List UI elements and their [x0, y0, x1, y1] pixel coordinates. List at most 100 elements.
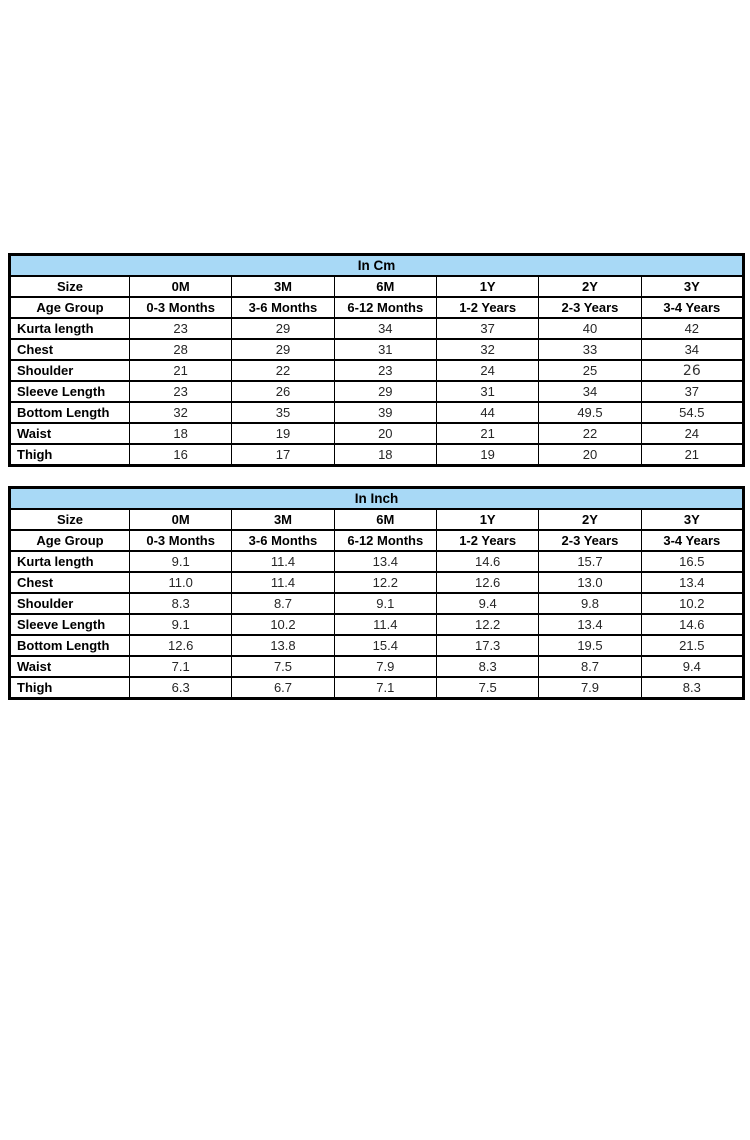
- column-header: 2-3 Years: [538, 296, 642, 319]
- value-cell: 17: [231, 443, 335, 467]
- value-cell: 14.6: [640, 613, 745, 636]
- table-row: Chest 11.0 11.4 12.2 12.6 13.0 13.4: [9, 571, 745, 594]
- value-cell: 8.3: [128, 592, 233, 615]
- value-cell: 9.1: [128, 550, 233, 573]
- value-cell: 15.4: [333, 634, 437, 657]
- value-cell: 8.7: [231, 592, 335, 615]
- value-cell: 29: [231, 317, 335, 340]
- age-group-row: Age Group 0-3 Months 3-6 Months 6-12 Months…: [9, 296, 745, 319]
- value-cell: 29: [333, 380, 437, 403]
- value-cell: 29: [231, 338, 335, 361]
- value-cell: 9.1: [333, 592, 437, 615]
- column-header: 3-4 Years: [640, 529, 745, 552]
- value-cell: 13.4: [640, 571, 745, 594]
- value-cell: 44: [435, 401, 540, 424]
- row-label: Waist: [9, 422, 130, 445]
- value-cell: 7.5: [435, 676, 540, 700]
- value-cell: 20: [333, 422, 437, 445]
- column-header: 2Y: [538, 275, 642, 298]
- value-cell: 16.5: [640, 550, 745, 573]
- column-header: 3-6 Months: [231, 296, 335, 319]
- value-cell: 22: [231, 359, 335, 382]
- value-cell: 13.4: [538, 613, 642, 636]
- size-table-in-inch: In Inch Size 0M 3M 6M 1Y 2Y 3Y Age Group 0-3 Mont…: [8, 486, 745, 700]
- column-header: 3-6 Months: [231, 529, 335, 552]
- value-cell: 23: [128, 380, 233, 403]
- row-label: Chest: [9, 338, 130, 361]
- value-cell: 26: [640, 359, 745, 382]
- column-header: 6-12 Months: [333, 296, 437, 319]
- table-row: Shoulder 21 22 23 24 25 26: [9, 359, 745, 382]
- value-cell: 13.4: [333, 550, 437, 573]
- value-cell: 40: [538, 317, 642, 340]
- table-row: Sleeve Length 9.1 10.2 11.4 12.2 13.4 14.6: [9, 613, 745, 636]
- value-cell: 9.4: [640, 655, 745, 678]
- value-cell: 10.2: [231, 613, 335, 636]
- value-cell: 12.2: [333, 571, 437, 594]
- value-cell: 20: [538, 443, 642, 467]
- column-header: 3Y: [640, 275, 745, 298]
- value-cell: 16: [128, 443, 233, 467]
- row-label: Kurta length: [9, 317, 130, 340]
- column-header: 3M: [231, 508, 335, 531]
- column-header: 1-2 Years: [435, 529, 540, 552]
- value-cell: 35: [231, 401, 335, 424]
- row-label: Sleeve Length: [9, 613, 130, 636]
- row-label: Waist: [9, 655, 130, 678]
- column-header: 0M: [128, 275, 233, 298]
- size-header-row: Size 0M 3M 6M 1Y 2Y 3Y: [9, 508, 745, 531]
- value-cell: 14.6: [435, 550, 540, 573]
- column-header: 0M: [128, 508, 233, 531]
- table-row: Thigh 16 17 18 19 20 21: [9, 443, 745, 467]
- table-title: In Cm: [9, 253, 744, 277]
- table-row: Shoulder 8.3 8.7 9.1 9.4 9.8 10.2: [9, 592, 745, 615]
- value-cell: 23: [128, 317, 233, 340]
- value-cell: 34: [333, 317, 437, 340]
- value-cell: 25: [538, 359, 642, 382]
- value-cell: 11.4: [231, 550, 335, 573]
- column-header: 1-2 Years: [435, 296, 540, 319]
- value-cell: 23: [333, 359, 437, 382]
- column-header: 0-3 Months: [128, 529, 233, 552]
- table-row: Bottom Length 32 35 39 44 49.5 54.5: [9, 401, 745, 424]
- value-cell: 39: [333, 401, 437, 424]
- value-cell: 21.5: [640, 634, 745, 657]
- value-cell: 6.7: [231, 676, 335, 700]
- value-cell: 21: [435, 422, 540, 445]
- column-header: 1Y: [435, 275, 540, 298]
- table-row: Thigh 6.3 6.7 7.1 7.5 7.9 8.3: [9, 676, 745, 700]
- row-label: Thigh: [9, 443, 130, 467]
- row-label: Bottom Length: [9, 634, 130, 657]
- value-cell: 18: [128, 422, 233, 445]
- table-row: Bottom Length 12.6 13.8 15.4 17.3 19.5 21.5: [9, 634, 745, 657]
- value-cell: 13.0: [538, 571, 642, 594]
- column-header: 6M: [333, 508, 437, 531]
- column-header: 0-3 Months: [128, 296, 233, 319]
- value-cell: 8.3: [640, 676, 745, 700]
- value-cell: 11.0: [128, 571, 233, 594]
- value-cell: 7.9: [538, 676, 642, 700]
- value-cell: 12.2: [435, 613, 540, 636]
- value-cell: 9.8: [538, 592, 642, 615]
- value-cell: 18: [333, 443, 437, 467]
- column-header: 2Y: [538, 508, 642, 531]
- size-charts: In Cm Size 0M 3M 6M 1Y 2Y 3Y Age Group 0-3 Months…: [8, 253, 745, 719]
- value-cell: 42: [640, 317, 745, 340]
- table-row: Kurta length 23 29 34 37 40 42: [9, 317, 745, 340]
- row-label: Thigh: [9, 676, 130, 700]
- value-cell: 12.6: [435, 571, 540, 594]
- value-cell: 31: [435, 380, 540, 403]
- column-header: 1Y: [435, 508, 540, 531]
- table-row: Kurta length 9.1 11.4 13.4 14.6 15.7 16.5: [9, 550, 745, 573]
- table-title-row: In Cm: [9, 253, 744, 277]
- value-cell: 24: [435, 359, 540, 382]
- value-cell: 13.8: [231, 634, 335, 657]
- value-cell: 34: [640, 338, 745, 361]
- value-cell: 7.9: [333, 655, 437, 678]
- value-cell: 37: [640, 380, 745, 403]
- table-title: In Inch: [9, 486, 744, 510]
- value-cell: 17.3: [435, 634, 540, 657]
- column-header: 6-12 Months: [333, 529, 437, 552]
- value-cell: 19: [231, 422, 335, 445]
- value-cell: 21: [128, 359, 233, 382]
